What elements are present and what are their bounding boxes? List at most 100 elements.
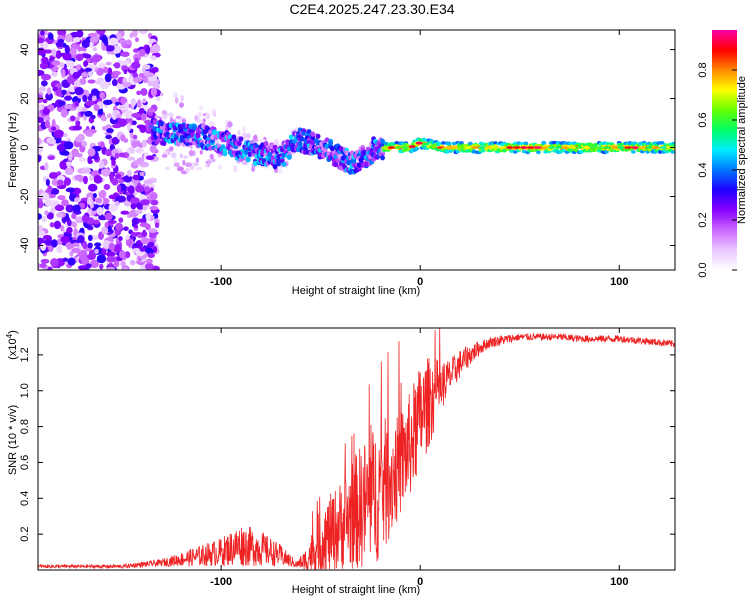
snr-ticks: -100 0 100 0.2 0.4 0.6 0.8 1.0 1.2 bbox=[19, 328, 675, 588]
heatmap-cell bbox=[414, 147, 419, 151]
heatmap-cell bbox=[45, 92, 53, 101]
heatmap-cell bbox=[72, 125, 82, 131]
heatmap-cell bbox=[50, 258, 59, 267]
y-tick-label: 0.8 bbox=[19, 419, 31, 434]
heatmap-cell bbox=[562, 146, 569, 149]
heatmap-cell bbox=[122, 267, 129, 270]
heatmap-cell bbox=[85, 100, 96, 106]
heatmap-cell bbox=[113, 244, 122, 253]
heatmap-cell bbox=[541, 146, 549, 149]
heatmap-cell bbox=[610, 146, 618, 149]
heatmap-cell bbox=[202, 118, 206, 123]
heatmap-cell bbox=[226, 139, 231, 145]
heatmap-cell bbox=[67, 257, 76, 266]
heatmap-cell bbox=[288, 134, 294, 140]
heatmap-cell bbox=[130, 231, 137, 238]
heatmap-cell bbox=[116, 195, 127, 203]
heatmap-cell bbox=[57, 30, 67, 37]
heatmap-cell bbox=[102, 99, 113, 105]
heatmap-cell bbox=[61, 199, 69, 207]
heatmap-cell bbox=[190, 132, 196, 138]
heatmap-cell bbox=[179, 102, 184, 108]
heatmap-cell bbox=[222, 151, 228, 157]
heatmap-cell bbox=[152, 119, 158, 125]
heatmap-cell bbox=[74, 174, 84, 181]
heatmap-cell bbox=[42, 108, 50, 116]
heatmap-cell bbox=[71, 212, 77, 220]
colorbar-title: Normalized spectral amplitude bbox=[736, 76, 748, 224]
heatmap-cell bbox=[44, 120, 51, 129]
heatmap-cell bbox=[444, 149, 450, 154]
heatmap-cell bbox=[120, 210, 130, 215]
heatmap-cell bbox=[77, 249, 88, 258]
heatmap-cell bbox=[139, 222, 149, 228]
spectrogram-frame bbox=[37, 29, 676, 271]
heatmap-cell bbox=[133, 224, 139, 229]
heatmap-cell bbox=[103, 183, 111, 191]
heatmap-cell bbox=[301, 130, 307, 136]
heatmap-cell bbox=[241, 161, 248, 165]
heatmap-cell bbox=[105, 134, 112, 140]
heatmap-cell bbox=[512, 150, 518, 154]
heatmap-cell bbox=[380, 155, 385, 161]
heatmap-cell bbox=[87, 183, 98, 192]
heatmap-cell bbox=[659, 141, 665, 145]
heatmap-cell bbox=[100, 115, 107, 122]
heatmap-cell bbox=[140, 199, 150, 206]
heatmap-cell bbox=[148, 183, 156, 190]
heatmap-cell bbox=[513, 146, 521, 149]
heatmap-cell bbox=[66, 226, 73, 234]
heatmap-cell bbox=[541, 141, 547, 146]
heatmap-cell bbox=[58, 100, 66, 106]
heatmap-cell bbox=[115, 173, 122, 180]
heatmap-cell bbox=[93, 104, 100, 112]
snr-x-axis-title: Height of straight line (km) bbox=[292, 584, 420, 596]
spectrogram-ticks: -100 0 100 -40 -20 0 20 40 bbox=[19, 30, 675, 288]
heatmap-cell bbox=[99, 92, 106, 100]
heatmap-cell bbox=[468, 141, 473, 146]
heatmap-cell bbox=[77, 265, 86, 270]
heatmap-cell bbox=[297, 141, 303, 147]
heatmap-cell bbox=[192, 125, 197, 131]
heatmap-cell bbox=[149, 144, 157, 153]
heatmap-cell bbox=[638, 146, 646, 149]
heatmap-cell bbox=[101, 35, 108, 44]
heatmap-cell bbox=[76, 105, 83, 113]
heatmap-cell bbox=[81, 214, 89, 223]
heatmap-cell bbox=[155, 96, 161, 102]
heatmap-cell bbox=[100, 141, 105, 148]
heatmap-cell bbox=[236, 140, 242, 146]
heatmap-cell bbox=[589, 146, 597, 149]
heatmap-cell bbox=[67, 219, 72, 227]
heatmap-cell bbox=[38, 86, 47, 92]
heatmap-cell bbox=[57, 195, 66, 201]
heatmap-cell bbox=[245, 157, 251, 163]
heatmap-cell bbox=[83, 175, 88, 185]
heatmap-cell bbox=[575, 146, 583, 149]
heatmap-cell bbox=[180, 94, 184, 102]
heatmap-cell bbox=[142, 204, 148, 211]
heatmap-cell bbox=[116, 184, 122, 193]
heatmap-cell bbox=[242, 126, 246, 133]
heatmap-cell bbox=[122, 226, 129, 231]
heatmap-cell bbox=[47, 185, 53, 193]
heatmap-cell bbox=[81, 71, 89, 78]
heatmap-cell bbox=[464, 146, 472, 149]
heatmap-cell bbox=[179, 134, 185, 141]
heatmap-cell bbox=[106, 113, 112, 119]
x-tick-label: 100 bbox=[610, 576, 628, 588]
heatmap-cell bbox=[38, 69, 45, 76]
heatmap-cell bbox=[161, 140, 167, 146]
heatmap-cell bbox=[238, 136, 244, 142]
heatmap-cell bbox=[74, 87, 84, 96]
heatmap-cell bbox=[82, 243, 88, 250]
heatmap-cell bbox=[87, 234, 93, 242]
heatmap-cell bbox=[60, 224, 65, 232]
heatmap-cell bbox=[118, 104, 126, 110]
heatmap-cell bbox=[394, 141, 400, 145]
heatmap-cell bbox=[183, 155, 189, 159]
heatmap-cell bbox=[149, 187, 154, 192]
heatmap-cell bbox=[502, 148, 507, 153]
heatmap-cell bbox=[281, 161, 287, 167]
